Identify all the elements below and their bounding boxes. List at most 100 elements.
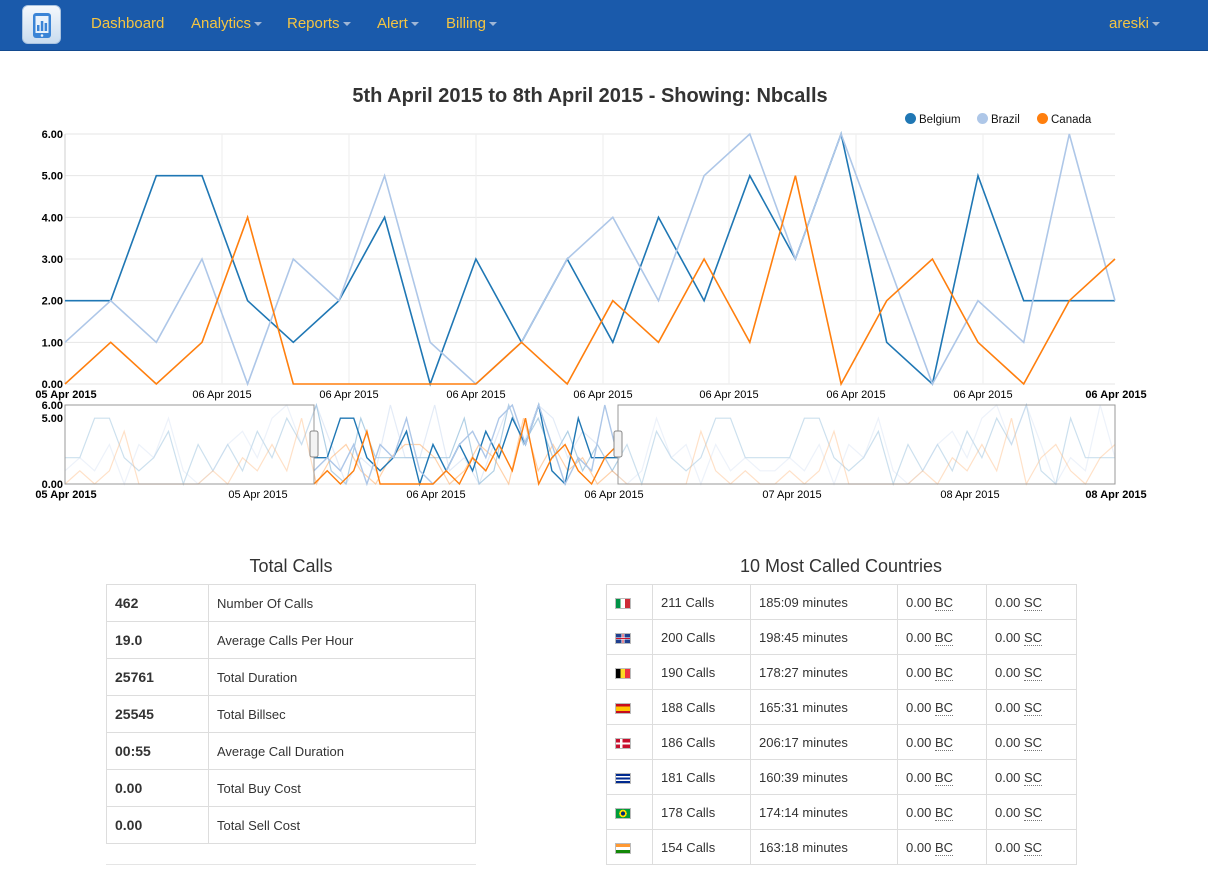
sc-cell: 0.00 SC [986,619,1077,655]
minutes-cell: 163:18 minutes [750,829,898,865]
bc-value: 0.00 [906,839,932,855]
x-tick-label: 06 Apr 2015 [953,389,1012,401]
nav-dashboard[interactable]: Dashboard [91,15,164,35]
logo[interactable] [22,5,61,44]
y-tick-label: 2.00 [42,296,63,308]
sc-value: 0.00 [995,769,1021,785]
legend-dot-brazil [977,113,988,124]
total-label: Total Duration [208,658,476,696]
sc-cell: 0.00 SC [986,829,1077,865]
flag-cell [606,794,653,830]
user-name: areski [1109,15,1150,32]
total-value: 19.0 [106,621,209,659]
overview-x-tick-label: 06 Apr 2015 [584,489,643,501]
legend-belgium[interactable]: Belgium [905,113,961,126]
total-label: Total Sell Cost [208,806,476,844]
overview-x-tick-label: 07 Apr 2015 [762,489,821,501]
caret-down-icon [410,22,419,27]
y-tick-label: 5.00 [42,171,63,183]
legend-dot-canada [1037,113,1048,124]
overview-focus-line-brazil [313,402,619,487]
nav-billing-label: Billing [446,15,487,32]
nav-alert[interactable]: Alert [377,15,419,35]
nav-billing[interactable]: Billing [446,15,498,35]
total-value: 00:55 [106,732,209,770]
bc-cell: 0.00 BC [897,794,987,830]
total-label: Total Billsec [208,695,476,733]
flag-brazil-icon [615,807,631,819]
total-calls-table: 462 Number Of Calls 19.0 Average Calls Per … [106,584,476,844]
brush-mask-right [617,404,1116,485]
sc-value: 0.00 [995,699,1021,715]
table-row: 190 Calls 178:27 minutes 0.00 BC 0.00 SC [606,654,1077,690]
y-tick-label: 6.00 [42,129,63,141]
sc-cell: 0.00 SC [986,794,1077,830]
legend-brazil[interactable]: Brazil [977,113,1020,126]
bc-value: 0.00 [906,734,932,750]
y-tick-label: 4.00 [42,212,63,224]
overview-y-tick-label: 5.00 [42,413,63,425]
nav-reports[interactable]: Reports [287,15,351,35]
x-tick-label: 06 Apr 2015 [826,389,885,401]
table-row: 462 Number Of Calls [106,584,476,622]
calls-cell: 190 Calls [652,654,751,690]
table-row: 25761 Total Duration [106,658,476,696]
overview-y-tick-label: 0.00 [42,479,63,491]
series-line-brazil[interactable] [64,131,1116,387]
series-line-canada[interactable] [64,175,1116,387]
x-tick-label: 06 Apr 2015 [319,389,378,401]
divider [106,864,476,865]
sc-abbr: SC [1023,699,1042,716]
user-menu[interactable]: areski [1109,15,1161,35]
y-tick-label: 0.00 [42,379,63,391]
brush-handle-right[interactable] [613,430,623,458]
overview-context-line-belgium [65,402,1115,486]
flag-cell [606,724,653,760]
bc-value: 0.00 [906,664,932,680]
line-chart[interactable]: 0.00 1.00 2.00 3.00 4.00 5.00 6.00 05 Apr 2015… [0,105,1208,505]
flag-cell [606,654,653,690]
nav-alert-label: Alert [377,15,408,32]
sc-cell: 0.00 SC [986,654,1077,690]
bc-value: 0.00 [906,804,932,820]
table-row: 211 Calls 185:09 minutes 0.00 BC 0.00 SC [606,584,1077,620]
legend-brazil-label: Brazil [991,114,1020,126]
minutes-cell: 185:09 minutes [750,584,898,620]
total-label: Average Calls Per Hour [208,621,476,659]
legend-dot-belgium [905,113,916,124]
total-value: 462 [106,584,209,622]
brush-handle-left[interactable] [309,430,319,458]
series-line-belgium[interactable] [65,131,1115,387]
table-row: 188 Calls 165:31 minutes 0.00 BC 0.00 SC [606,689,1077,725]
flag-spain-icon [615,702,631,714]
flag-uk-icon [615,632,631,644]
legend-belgium-label: Belgium [919,114,961,126]
y-tick-label: 1.00 [42,337,63,349]
calls-cell: 154 Calls [652,829,751,865]
table-row: 186 Calls 206:17 minutes 0.00 BC 0.00 SC [606,724,1077,760]
caret-down-icon [254,22,263,27]
table-row: 200 Calls 198:45 minutes 0.00 BC 0.00 SC [606,619,1077,655]
bc-abbr: BC [934,629,953,646]
bc-cell: 0.00 BC [897,584,987,620]
sc-abbr: SC [1023,594,1042,611]
bc-value: 0.00 [906,629,932,645]
nav-analytics-label: Analytics [191,15,252,32]
flag-italy-icon [615,597,631,609]
total-value: 0.00 [106,806,209,844]
sc-abbr: SC [1023,664,1042,681]
nav-analytics[interactable]: Analytics [191,15,263,35]
y-tick-label: 3.00 [42,254,63,266]
total-value: 0.00 [106,769,209,807]
overview-focus-line-belgium [314,402,618,487]
bc-abbr: BC [934,734,953,751]
sc-value: 0.00 [995,664,1021,680]
overview-x-tick-label: 05 Apr 2015 [35,489,96,501]
bc-abbr: BC [934,594,953,611]
caret-down-icon [342,22,351,27]
bc-value: 0.00 [906,769,932,785]
bc-abbr: BC [934,839,953,856]
sc-abbr: SC [1023,804,1042,821]
sc-cell: 0.00 SC [986,584,1077,620]
legend-canada[interactable]: Canada [1037,113,1091,126]
